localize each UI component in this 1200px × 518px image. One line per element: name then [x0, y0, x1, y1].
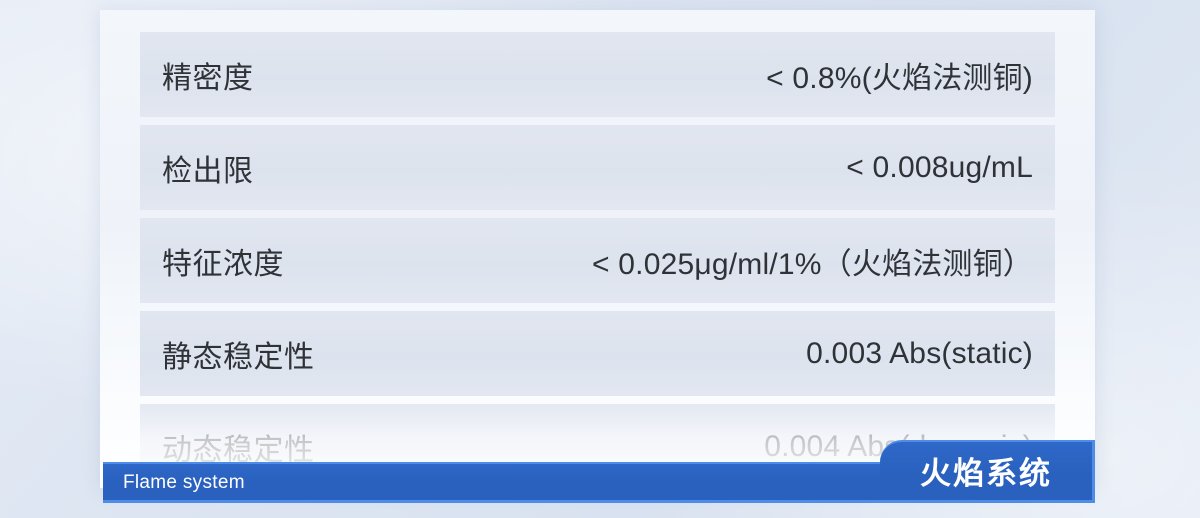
table-row: 精密度 < 0.8%(火焰法测铜) — [140, 32, 1055, 117]
spec-label: 静态稳定性 — [162, 340, 315, 374]
spec-value: < 0.008ug/mL — [846, 150, 1033, 184]
footer-banner: Flame system 火焰系统 — [103, 440, 1095, 503]
spec-label: 精密度 — [162, 61, 254, 95]
footer-highlight-block — [880, 440, 1095, 503]
table-row: 静态稳定性 0.003 Abs(static) — [140, 311, 1055, 396]
spec-table: 精密度 < 0.8%(火焰法测铜) 检出限 < 0.008ug/mL 特征浓度 … — [140, 32, 1055, 488]
spec-label: 特征浓度 — [162, 247, 284, 281]
spec-value: < 0.025μg/ml/1%（火焰法测铜） — [592, 247, 1033, 281]
spec-value: 0.003 Abs(static) — [806, 336, 1033, 370]
footer-chinese-label: 火焰系统 — [920, 455, 1052, 491]
spec-label: 检出限 — [162, 154, 254, 188]
spec-card: 精密度 < 0.8%(火焰法测铜) 检出限 < 0.008ug/mL 特征浓度 … — [100, 10, 1095, 488]
table-row: 特征浓度 < 0.025μg/ml/1%（火焰法测铜） — [140, 218, 1055, 303]
table-row: 检出限 < 0.008ug/mL — [140, 125, 1055, 210]
spec-value: < 0.8%(火焰法测铜) — [766, 61, 1033, 95]
footer-english-label: Flame system — [123, 471, 245, 493]
